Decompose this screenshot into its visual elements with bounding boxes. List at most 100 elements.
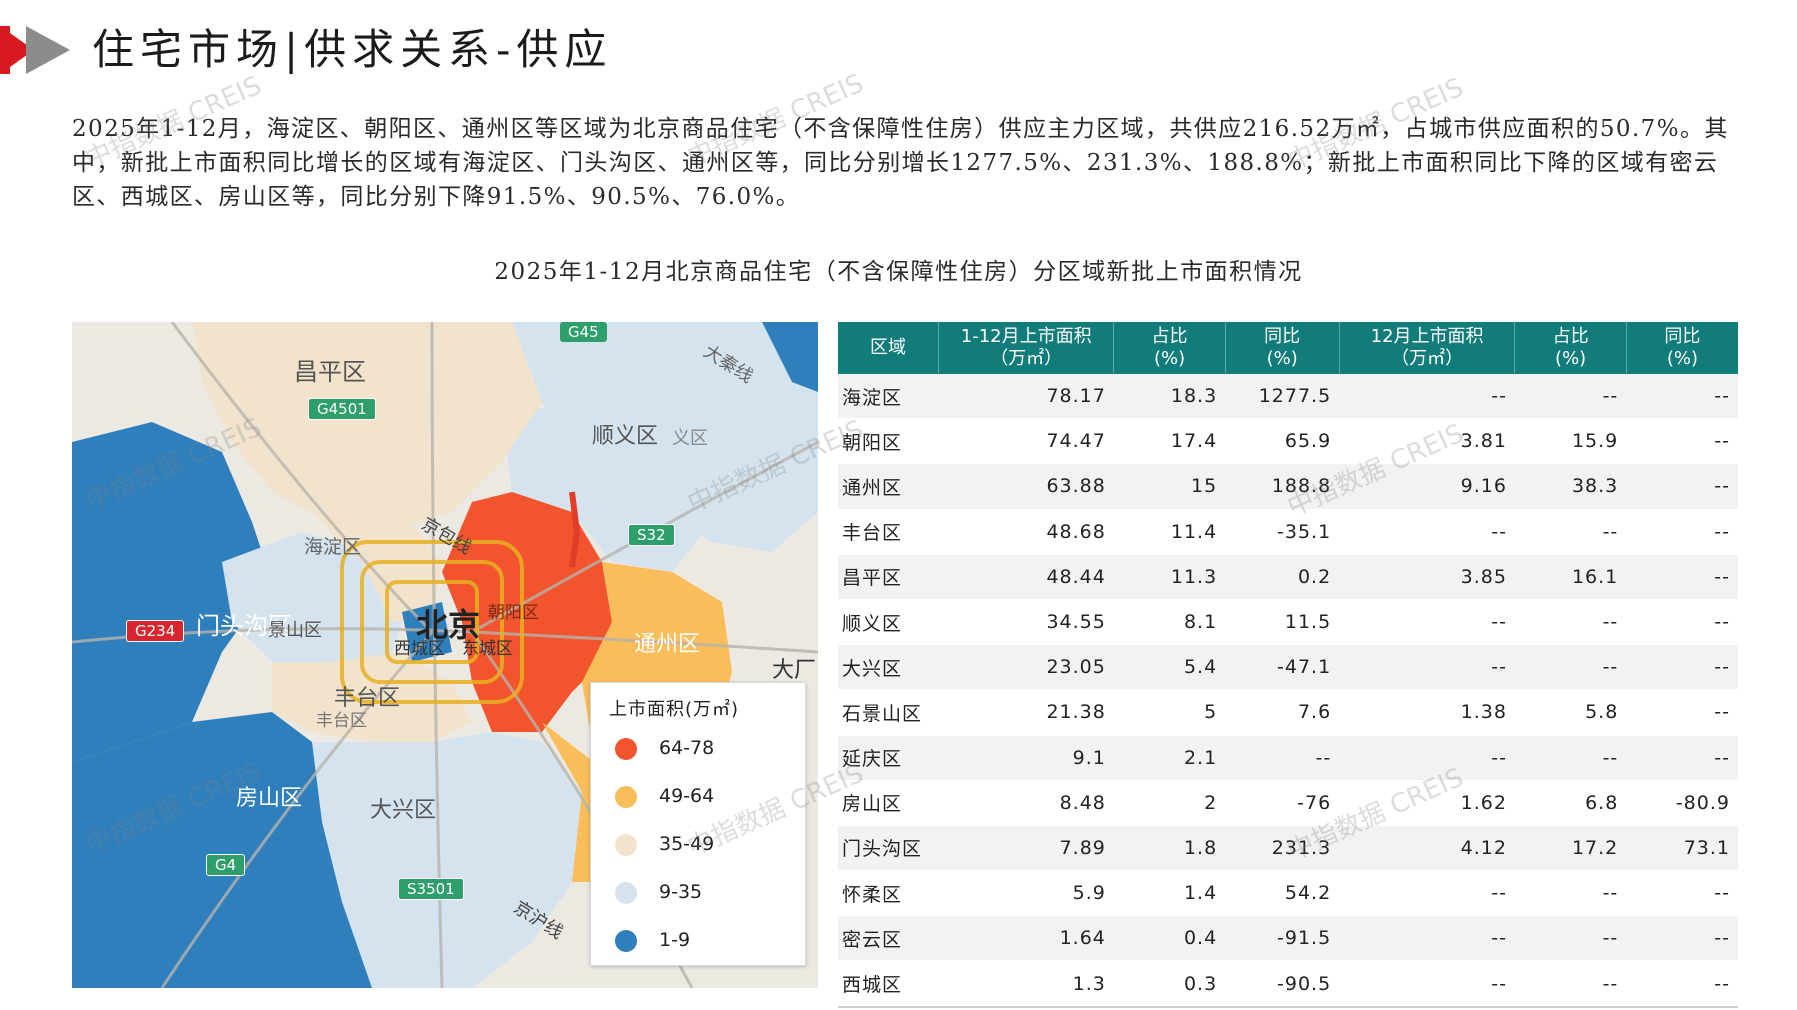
- table-cell: 9.1: [938, 735, 1114, 781]
- map-label-dongcheng: 东城区: [462, 639, 513, 659]
- table-cell-region: 朝阳区: [838, 418, 939, 465]
- table-cell: 5: [1113, 689, 1226, 736]
- table-cell: 2.1: [1113, 735, 1226, 781]
- table-cell: --: [1626, 418, 1738, 465]
- table-cell-region: 密云区: [838, 915, 939, 962]
- table-row: 海淀区 78.17 18.3 1277.5 -- -- --: [838, 374, 1738, 420]
- map-label-haidian: 海淀区: [304, 536, 362, 558]
- table-cell: --: [1626, 915, 1738, 962]
- table-cell: 8.1: [1113, 599, 1226, 646]
- table-cell: 34.55: [938, 599, 1114, 646]
- legend-label: 35-49: [659, 833, 715, 855]
- column-header-region: 区域: [838, 322, 940, 374]
- table-cell: --: [1514, 644, 1627, 691]
- table-row: 怀柔区 5.9 1.4 54.2 -- -- --: [838, 870, 1738, 917]
- column-header-dec-area: 12月上市面积 （万㎡）: [1339, 322, 1516, 374]
- table-cell: 15.9: [1514, 418, 1627, 465]
- table-cell: 0.3: [1113, 960, 1226, 1008]
- table-cell: 65.9: [1225, 418, 1340, 465]
- table-row: 昌平区 48.44 11.3 0.2 3.85 16.1 --: [838, 554, 1738, 600]
- map-label-shunyi: 顺义区: [592, 424, 659, 449]
- table-cell: --: [1514, 735, 1627, 781]
- table-cell: 48.68: [938, 509, 1114, 555]
- district-map: 昌平区 顺义区 义区 海淀区 门头沟区 景山区 北京 西城区 东城区 朝阳区 通…: [72, 322, 818, 988]
- table-cell: --: [1339, 915, 1515, 962]
- table-row: 顺义区 34.55 8.1 11.5 -- -- --: [838, 599, 1738, 646]
- table-cell: 15: [1113, 463, 1226, 510]
- legend-title: 上市面积(万㎡): [609, 699, 740, 720]
- table-cell: 1.4: [1113, 870, 1226, 917]
- map-label-daxing: 大兴区: [370, 798, 437, 823]
- legend-swatch: [615, 738, 637, 760]
- map-legend: 上市面积(万㎡) 64-78 49-64 35-49 9-35 1-9: [590, 682, 806, 966]
- map-label-shunyi-small: 义区: [672, 428, 708, 449]
- chart-title: 2025年1-12月北京商品住宅（不含保障性住房）分区域新批上市面积情况: [494, 259, 1303, 285]
- table-cell: 8.48: [938, 780, 1114, 826]
- legend-swatch: [615, 786, 637, 808]
- table-cell: 1.8: [1113, 825, 1226, 872]
- table-cell: 2: [1113, 780, 1226, 826]
- table-cell: 16.1: [1514, 554, 1627, 600]
- table-cell: -91.5: [1225, 915, 1340, 962]
- table-cell-region: 石景山区: [838, 689, 939, 736]
- table-cell: 74.47: [938, 418, 1114, 465]
- road-shield-s32: S32: [628, 524, 675, 546]
- table-cell: 4.12: [1339, 825, 1515, 872]
- table-cell: --: [1339, 599, 1515, 646]
- map-label-daxing-edge: 大厂: [772, 658, 817, 683]
- table-cell: 9.16: [1339, 463, 1515, 510]
- table-cell: 1.3: [938, 960, 1114, 1008]
- column-header-annual-area: 1-12月上市面积 （万㎡）: [938, 322, 1115, 374]
- table-cell: --: [1339, 735, 1515, 781]
- legend-label: 1-9: [659, 929, 691, 951]
- table-cell: 11.4: [1113, 509, 1226, 555]
- table-cell-region: 昌平区: [838, 554, 939, 600]
- table-cell: -35.1: [1225, 509, 1340, 555]
- map-label-xicheng: 西城区: [394, 639, 445, 659]
- table-cell-region: 丰台区: [838, 509, 939, 555]
- table-cell: 21.38: [938, 689, 1114, 736]
- table-cell: --: [1339, 509, 1515, 555]
- table-cell: --: [1626, 735, 1738, 781]
- map-label-chaoyang: 朝阳区: [488, 603, 539, 623]
- table-cell-region: 顺义区: [838, 599, 939, 646]
- table-cell: --: [1626, 509, 1738, 555]
- table-cell: -90.5: [1225, 960, 1340, 1008]
- table-body: 海淀区 78.17 18.3 1277.5 -- -- -- 朝阳区 74.47 17.4 65.9…: [838, 374, 1738, 1008]
- page-title: 住宅市场|供求关系-供应: [92, 25, 613, 74]
- table-row: 延庆区 9.1 2.1 -- -- -- --: [838, 735, 1738, 781]
- table-cell: 63.88: [938, 463, 1114, 510]
- table-row: 门头沟区 7.89 1.8 231.3 4.12 17.2 73.1: [838, 825, 1738, 872]
- road-shield-g234: G234: [126, 620, 185, 642]
- map-label-fengtai: 丰台区: [334, 686, 401, 711]
- table-cell: --: [1626, 599, 1738, 646]
- table-cell: --: [1626, 554, 1738, 600]
- table-cell: -76: [1225, 780, 1340, 826]
- table-cell: 17.2: [1514, 825, 1627, 872]
- table-cell: 0.4: [1113, 915, 1226, 962]
- table-cell: 5.4: [1113, 644, 1226, 691]
- map-label-beijing: 北京: [416, 606, 481, 644]
- table-cell: --: [1339, 960, 1515, 1008]
- table-cell: --: [1626, 374, 1738, 420]
- column-header-dec-yoy: 同比 (%): [1626, 322, 1738, 374]
- table-cell: --: [1514, 509, 1627, 555]
- column-header-annual-share: 占比 (%): [1113, 322, 1226, 374]
- legend-swatch: [615, 882, 637, 904]
- table-cell: 38.3: [1514, 463, 1627, 510]
- table-cell: --: [1225, 735, 1340, 781]
- table-cell: --: [1626, 463, 1738, 510]
- table-cell: 18.3: [1113, 374, 1226, 420]
- map-canvas: [72, 322, 818, 988]
- table-cell: --: [1514, 960, 1627, 1008]
- table-row: 大兴区 23.05 5.4 -47.1 -- -- --: [838, 644, 1738, 691]
- table-cell: --: [1339, 644, 1515, 691]
- map-label-shijingshan: 景山区: [268, 620, 322, 641]
- table-cell: --: [1339, 870, 1515, 917]
- legend-label: 49-64: [659, 785, 715, 807]
- legend-label: 64-78: [659, 737, 715, 759]
- legend-swatch: [615, 930, 637, 952]
- table-cell: 5.9: [938, 870, 1114, 917]
- table-cell: 73.1: [1626, 825, 1738, 872]
- legend-label: 9-35: [659, 881, 703, 903]
